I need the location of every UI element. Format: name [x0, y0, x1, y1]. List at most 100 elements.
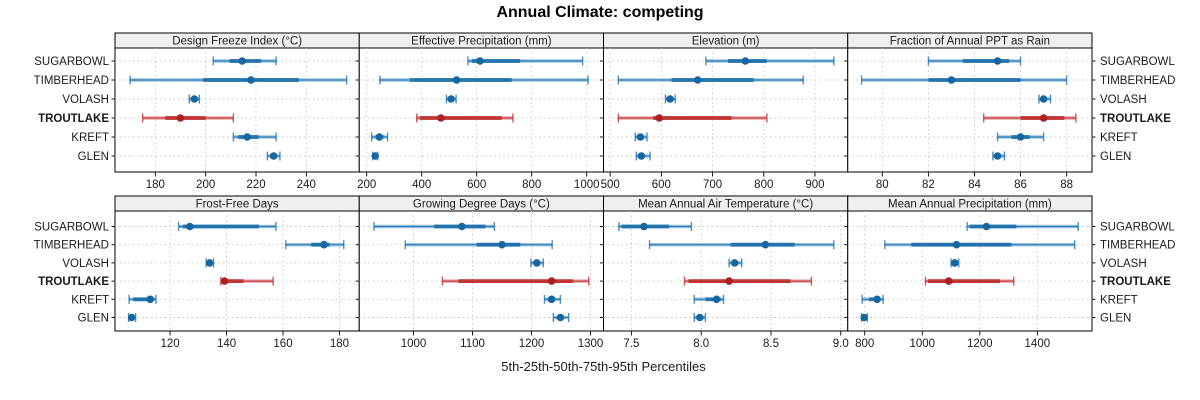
site-label-right-kreft: KREFT [1100, 294, 1138, 306]
median-dot [730, 259, 739, 267]
x-axis-tick-label: 8.5 [763, 338, 779, 350]
panel-strip-title: Elevation (m) [692, 36, 760, 48]
series-kreft [543, 294, 562, 304]
series-volash [445, 94, 457, 104]
median-dot [693, 76, 702, 84]
x-axis-tick-label: 84 [968, 179, 981, 191]
median-dot [190, 95, 199, 103]
site-label-right-glen: GLEN [1100, 313, 1131, 325]
x-axis-tick-label: 600 [467, 179, 486, 191]
x-axis-tick-label: 240 [297, 179, 316, 191]
site-label-right-timberhead: TIMBERHEAD [1100, 240, 1175, 252]
x-axis-tick-label: 1200 [967, 338, 993, 350]
x-axis-tick-label: 140 [217, 338, 236, 350]
site-label-right-troutlake: TROUTLAKE [1100, 113, 1171, 125]
site-label-right-troutlake: TROUTLAKE [1100, 276, 1171, 288]
series-troutlake [141, 113, 235, 123]
chart-title: Annual Climate: competing [496, 4, 704, 21]
panel-strip-title: Frost-Free Days [196, 199, 279, 211]
median-dot [666, 95, 674, 103]
series-timberhead [404, 240, 553, 250]
median-dot [238, 57, 246, 65]
series-sugarbowl [705, 56, 835, 66]
x-axis-tick-label: 900 [805, 179, 824, 191]
x-axis-tick-label: 8.0 [693, 338, 709, 350]
site-label-right-kreft: KREFT [1100, 132, 1138, 144]
x-axis-tick-label: 86 [1014, 179, 1027, 191]
x-axis-tick-label: 9.0 [833, 338, 849, 350]
median-dot [176, 114, 185, 122]
panel-mean-annual-precipitation-mm: Mean Annual Precipitation (mm) 800 1000 120… [844, 195, 1096, 350]
panel-elevation-m: Elevation (m) 500 600 700 800 900 [600, 32, 852, 191]
median-dot [725, 277, 733, 285]
median-dot [220, 277, 229, 285]
panel-growing-degree-days-c: Growing Degree Days (°C) 1000 1100 1200 1300 [355, 195, 607, 350]
x-axis-tick-label: 1200 [519, 338, 545, 350]
median-dot [741, 57, 750, 65]
series-kreft [996, 132, 1045, 142]
median-dot [269, 152, 278, 160]
median-dot [993, 152, 1002, 160]
series-kreft [634, 132, 648, 142]
series-sugarbowl [927, 56, 1022, 66]
x-axis-tick-label: 88 [1060, 179, 1073, 191]
site-label-right-timberhead: TIMBERHEAD [1100, 75, 1175, 87]
site-label-right-volash: VOLASH [1100, 258, 1147, 270]
x-axis-tick-label: 600 [652, 179, 671, 191]
median-dot [637, 152, 646, 160]
series-sugarbowl [177, 222, 277, 231]
series-glen [552, 313, 570, 322]
median-dot [533, 259, 541, 267]
site-label-right-sugarbowl: SUGARBOWL [1100, 56, 1175, 68]
series-timberhead [884, 240, 1076, 250]
x-axis-tick-label: 800 [754, 179, 773, 191]
panel-fraction-of-annual-ppt-as-rain: Fraction of Annual PPT as Rain 80 82 84 86 88 [844, 32, 1096, 191]
x-axis-tick-label: 160 [273, 338, 292, 350]
series-volash [188, 94, 201, 104]
series-troutlake [416, 113, 514, 123]
x-axis-tick-label: 1000 [401, 338, 427, 350]
x-axis-tick-label: 700 [703, 179, 722, 191]
site-label-left-glen: GLEN [78, 313, 109, 325]
median-dot [860, 313, 868, 322]
panel-background [114, 47, 360, 173]
series-volash [530, 258, 545, 268]
series-sugarbowl [618, 222, 693, 231]
series-timberhead [617, 75, 804, 85]
series-glen [371, 151, 380, 161]
median-dot [556, 313, 565, 322]
site-label-right-glen: GLEN [1100, 151, 1131, 163]
panel-background [603, 47, 849, 173]
median-dot [320, 240, 328, 249]
median-dot [146, 295, 155, 304]
axis-caption: 5th-25th-50th-75th-95th Percentiles [501, 359, 706, 374]
x-axis-tick-label: 82 [922, 179, 935, 191]
median-dot [476, 57, 484, 65]
series-kreft [370, 132, 389, 142]
series-volash [1038, 94, 1052, 104]
series-glen [693, 313, 707, 322]
panel-design-freeze-index-c: Design Freeze Index (°C) 180 200 220 240 [111, 32, 363, 191]
x-axis-tick-label: 120 [160, 338, 179, 350]
series-kreft [693, 294, 725, 304]
series-kreft [232, 132, 277, 142]
median-dot [243, 133, 251, 141]
median-dot [127, 313, 136, 322]
median-dot [696, 313, 704, 322]
x-axis-tick-label: 1000 [574, 179, 600, 191]
site-label-left-kreft: KREFT [71, 132, 109, 144]
median-dot [655, 114, 664, 122]
series-timberhead [648, 240, 835, 250]
median-dot [640, 222, 648, 231]
site-label-left-volash: VOLASH [62, 258, 109, 270]
median-dot [437, 114, 445, 122]
site-label-left-glen: GLEN [78, 151, 109, 163]
median-dot [498, 240, 506, 249]
series-kreft [861, 294, 884, 304]
panel-background [114, 210, 360, 332]
median-dot [1016, 133, 1025, 141]
median-dot [186, 222, 194, 231]
series-troutlake [441, 276, 590, 286]
series-volash [664, 94, 676, 104]
